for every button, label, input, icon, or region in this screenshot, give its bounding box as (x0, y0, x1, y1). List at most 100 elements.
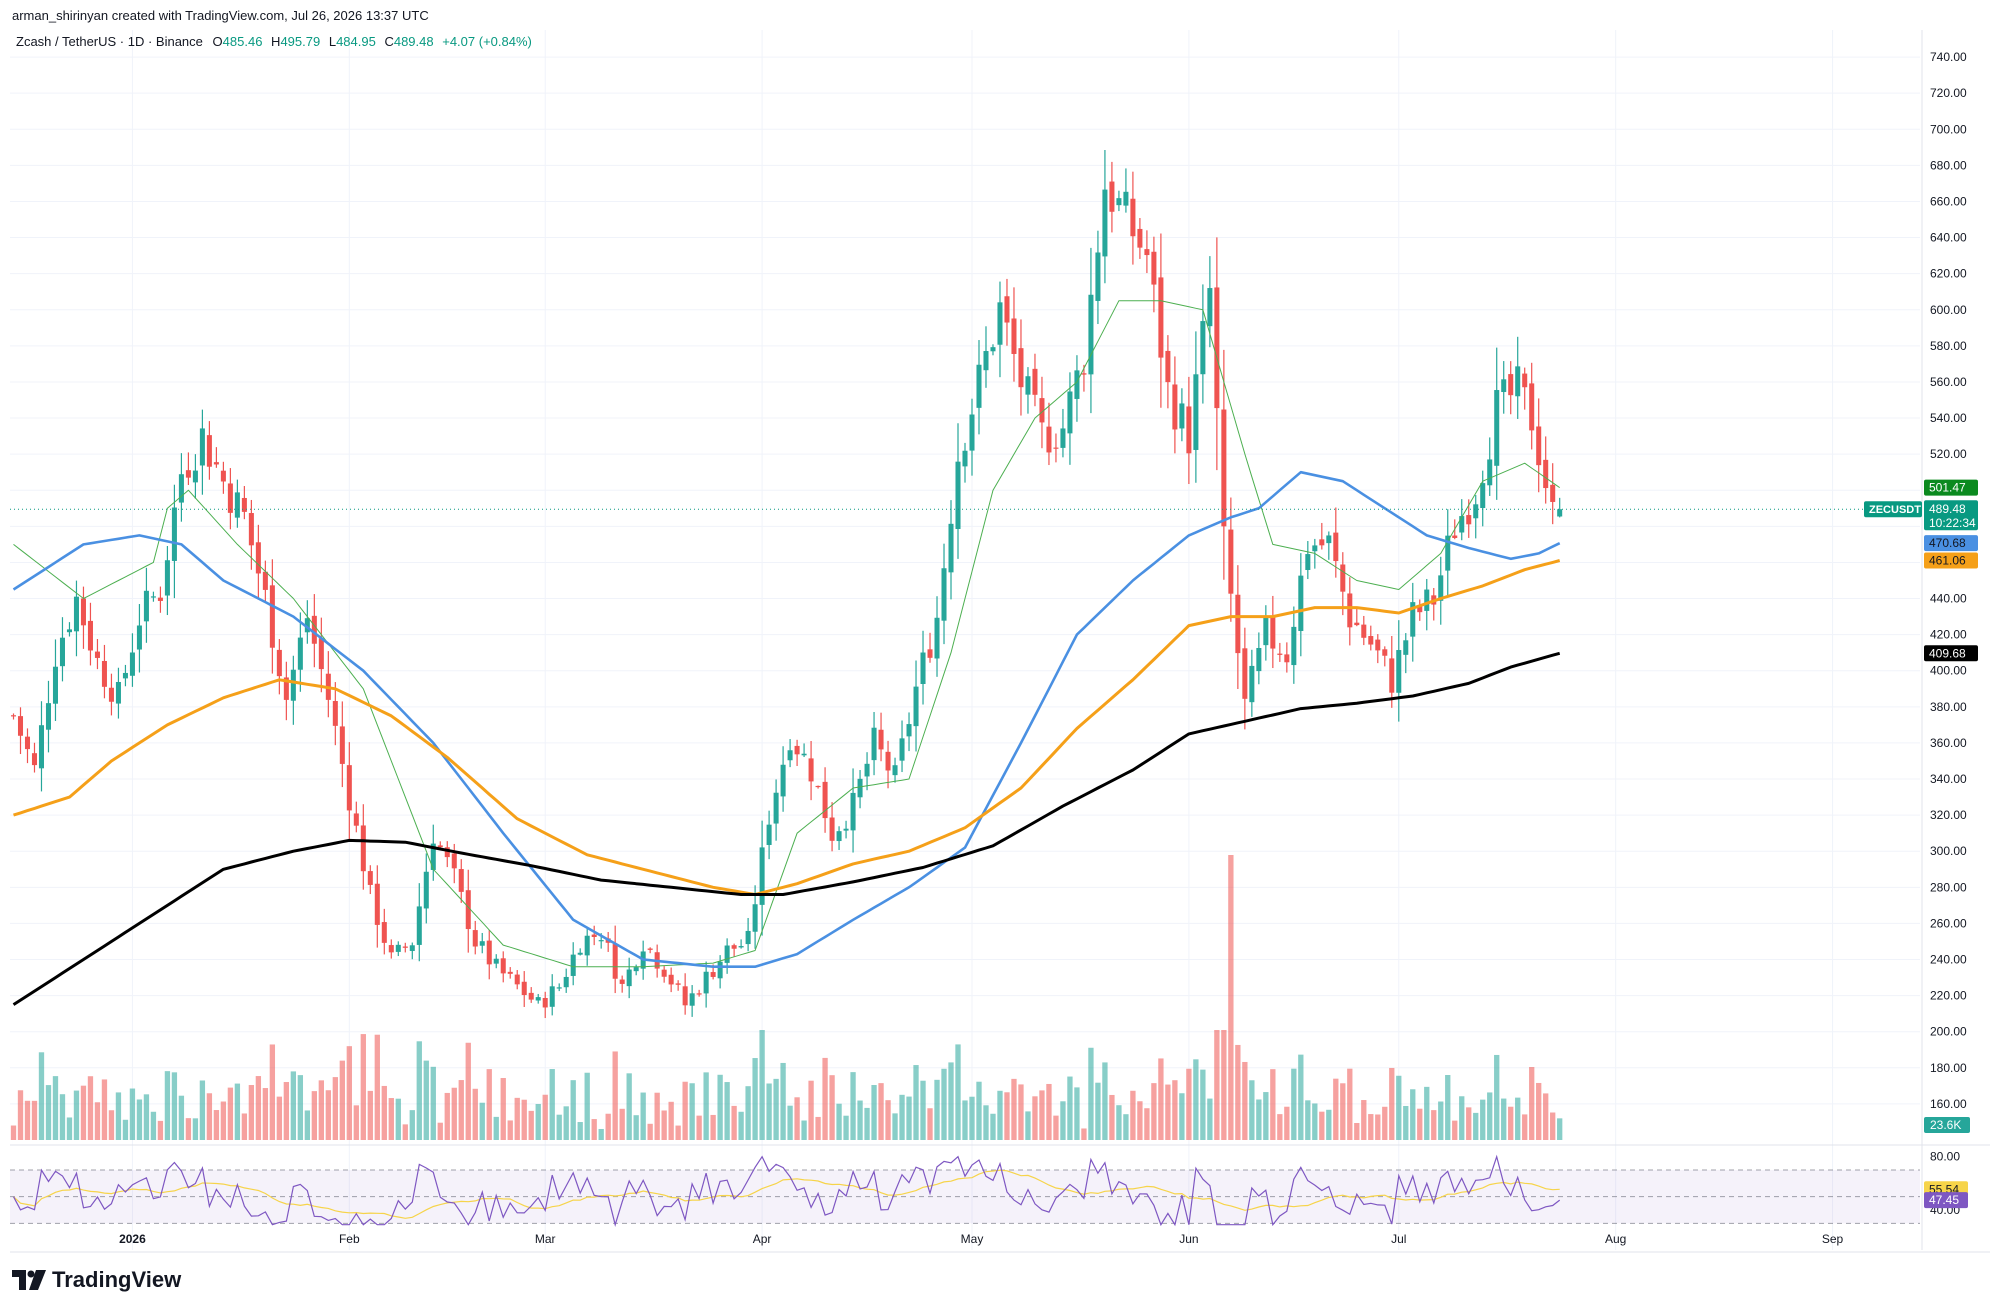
volume-bar (269, 1044, 276, 1140)
volume-bar (927, 1108, 933, 1140)
volume-bar (1088, 1047, 1094, 1140)
volume-bar (472, 1088, 478, 1140)
candle (1109, 161, 1115, 233)
candle (1333, 507, 1339, 578)
candle (66, 622, 72, 637)
x-tick-label: Jun (1179, 1232, 1198, 1246)
candle (409, 942, 415, 960)
volume-bar (52, 1076, 59, 1140)
candle (24, 728, 31, 764)
volume-bar (213, 1110, 220, 1140)
volume-bar (661, 1110, 667, 1140)
volume-bar (710, 1114, 716, 1140)
ma-line (12, 470, 1561, 968)
volume-bar (563, 1106, 569, 1140)
candle (535, 993, 541, 1004)
candle (353, 801, 359, 833)
volume-bar (1242, 1061, 1248, 1140)
y-tick-label: 320.00 (1930, 808, 1967, 822)
volume-bar (619, 1108, 625, 1140)
volume-bar (255, 1076, 262, 1140)
candle (332, 682, 338, 746)
x-tick-label: 2026 (119, 1232, 146, 1246)
volume-bar (703, 1072, 709, 1140)
volume-bar (843, 1115, 849, 1140)
price-tag-value: 461.06 (1929, 554, 1966, 568)
volume-bar (290, 1071, 297, 1140)
volume-bar (626, 1073, 632, 1140)
volume-bar (1081, 1128, 1087, 1140)
volume-bar (1018, 1084, 1024, 1140)
legend-change: +4.07 (+0.84%) (442, 34, 532, 49)
volume-bar (836, 1103, 842, 1140)
volume-bar (1214, 1030, 1220, 1140)
rsi-pane[interactable] (10, 1144, 1990, 1227)
volume-bar (395, 1098, 401, 1140)
candle (878, 712, 884, 762)
candle (1305, 541, 1311, 580)
legend: Zcash / TetherUS · 1D · Binance O485.46 … (16, 34, 532, 49)
candle (339, 701, 345, 788)
y-tick-label: 400.00 (1930, 664, 1967, 678)
volume-bar (1207, 1098, 1213, 1140)
volume-bar (1361, 1100, 1367, 1140)
candle (1536, 398, 1542, 493)
candle (157, 586, 163, 613)
tradingview-logo[interactable]: TradingView (12, 1267, 181, 1293)
price-tag-value: 470.68 (1929, 536, 1966, 550)
candle (850, 768, 856, 853)
x-tick-label: Mar (535, 1232, 556, 1246)
volume-bar (983, 1105, 989, 1140)
candle (227, 468, 233, 530)
candle (759, 820, 765, 936)
volume-bar (325, 1090, 331, 1140)
candle (318, 617, 324, 693)
candle (10, 713, 17, 720)
candles[interactable] (10, 150, 1563, 1019)
axes: 160.00 180.00 200.00 220.00 240.00 260.00 280.… (10, 30, 1990, 1253)
candle (213, 447, 219, 468)
volume-bar (353, 1105, 359, 1140)
candle (948, 500, 954, 600)
candle (150, 591, 156, 602)
legend-c-label: C (384, 34, 393, 49)
volume-bar (717, 1074, 723, 1140)
y-tick-label: 600.00 (1930, 303, 1967, 317)
candle (297, 612, 303, 692)
candle (1270, 595, 1276, 669)
candle (430, 824, 436, 881)
price-tag-value: 409.68 (1929, 646, 1966, 660)
candle (1438, 556, 1444, 625)
candle (346, 742, 352, 839)
candle (780, 746, 786, 812)
candle (1501, 361, 1507, 414)
price-grid (10, 30, 1920, 1250)
candle (1025, 367, 1031, 414)
candle (1179, 388, 1185, 442)
volume-bar (794, 1097, 800, 1140)
legend-o-value: 485.46 (223, 34, 263, 49)
candle (941, 543, 947, 645)
volume-bar (304, 1110, 311, 1140)
candle (682, 973, 688, 1015)
volume-bar (1144, 1108, 1150, 1140)
volume-bar (738, 1111, 744, 1140)
volume-bar (311, 1091, 317, 1140)
candle (423, 853, 429, 924)
volume-bar (759, 1030, 765, 1140)
volume-bar (976, 1081, 982, 1140)
candle (1046, 402, 1052, 466)
volume-bar (1172, 1080, 1178, 1140)
volume-bar (857, 1100, 863, 1140)
candle (871, 712, 877, 776)
y-tick-label: 280.00 (1930, 880, 1967, 894)
candle (171, 484, 177, 599)
volume-bar (171, 1072, 178, 1140)
candle (17, 707, 24, 755)
volume-bar (206, 1093, 213, 1140)
candle (1410, 582, 1416, 662)
x-tick-label: Feb (339, 1232, 360, 1246)
candle (955, 423, 961, 559)
price-tag: 501.47 (1924, 479, 1978, 496)
